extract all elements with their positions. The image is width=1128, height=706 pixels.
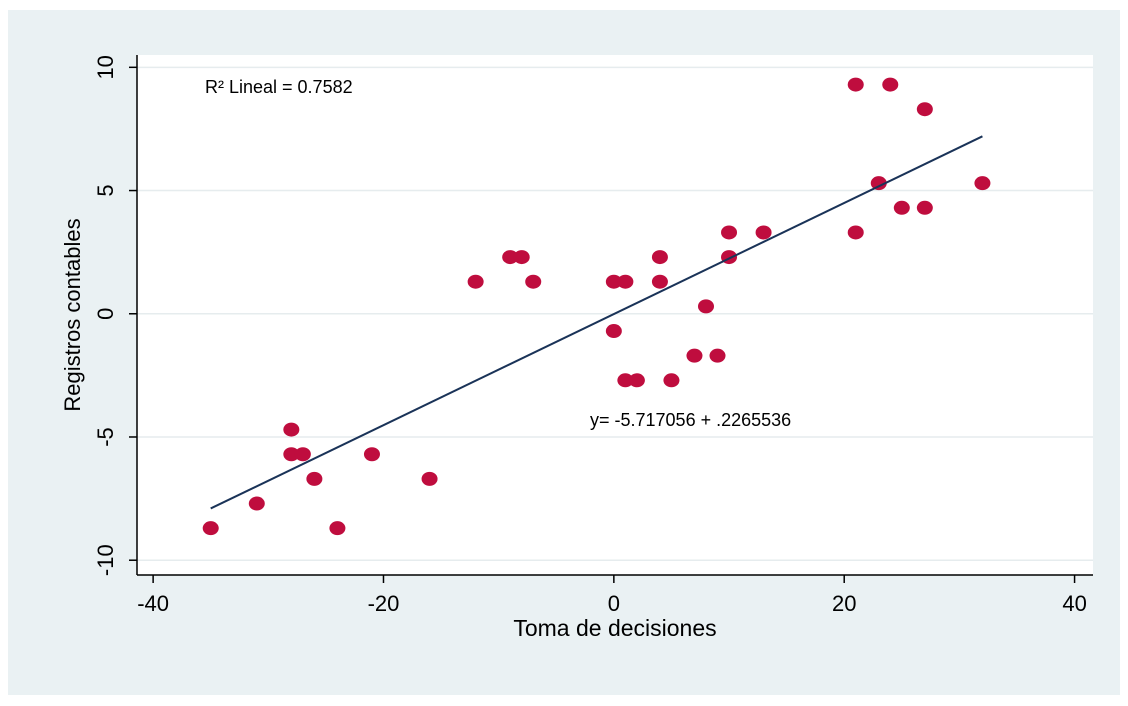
y-tick-label: -10 — [93, 544, 118, 576]
annotation: y= -5.717056 + .2265536 — [590, 410, 791, 430]
x-tick-label: -40 — [137, 591, 169, 616]
point — [847, 225, 864, 240]
point — [870, 176, 887, 191]
point — [605, 274, 622, 289]
point — [697, 299, 714, 314]
point — [202, 521, 219, 536]
point — [467, 274, 484, 289]
x-tick-label: 0 — [608, 591, 620, 616]
point — [709, 348, 726, 363]
point — [628, 373, 645, 388]
y-tick-label: 5 — [93, 184, 118, 196]
point — [605, 324, 622, 339]
point — [916, 102, 933, 117]
point — [882, 77, 899, 92]
point — [916, 200, 933, 215]
point — [502, 250, 519, 265]
point — [329, 521, 346, 536]
point — [617, 274, 634, 289]
point — [893, 200, 910, 215]
point — [974, 176, 991, 191]
point — [421, 471, 438, 486]
point — [847, 77, 864, 92]
y-axis-label: Registros contables — [60, 218, 85, 411]
point — [721, 225, 738, 240]
point — [651, 274, 668, 289]
point — [306, 471, 323, 486]
point — [755, 225, 772, 240]
point — [525, 274, 542, 289]
x-axis-label: Toma de decisiones — [513, 615, 716, 641]
point — [283, 447, 300, 462]
point — [294, 447, 311, 462]
point — [617, 373, 634, 388]
y-tick-label: -5 — [93, 427, 118, 447]
point — [248, 496, 265, 511]
fit-line — [210, 135, 983, 510]
point — [686, 348, 703, 363]
point — [663, 373, 680, 388]
annotation: R² Lineal = 0.7582 — [205, 77, 353, 97]
y-tick-label: 10 — [93, 55, 118, 79]
x-tick-label: 20 — [832, 591, 856, 616]
y-tick-label: 0 — [93, 308, 118, 320]
point — [513, 250, 530, 265]
plot-area — [137, 55, 1093, 575]
point — [651, 250, 668, 265]
x-tick-label: 40 — [1062, 591, 1086, 616]
point — [283, 422, 300, 437]
x-tick-label: -20 — [368, 591, 400, 616]
point — [363, 447, 380, 462]
